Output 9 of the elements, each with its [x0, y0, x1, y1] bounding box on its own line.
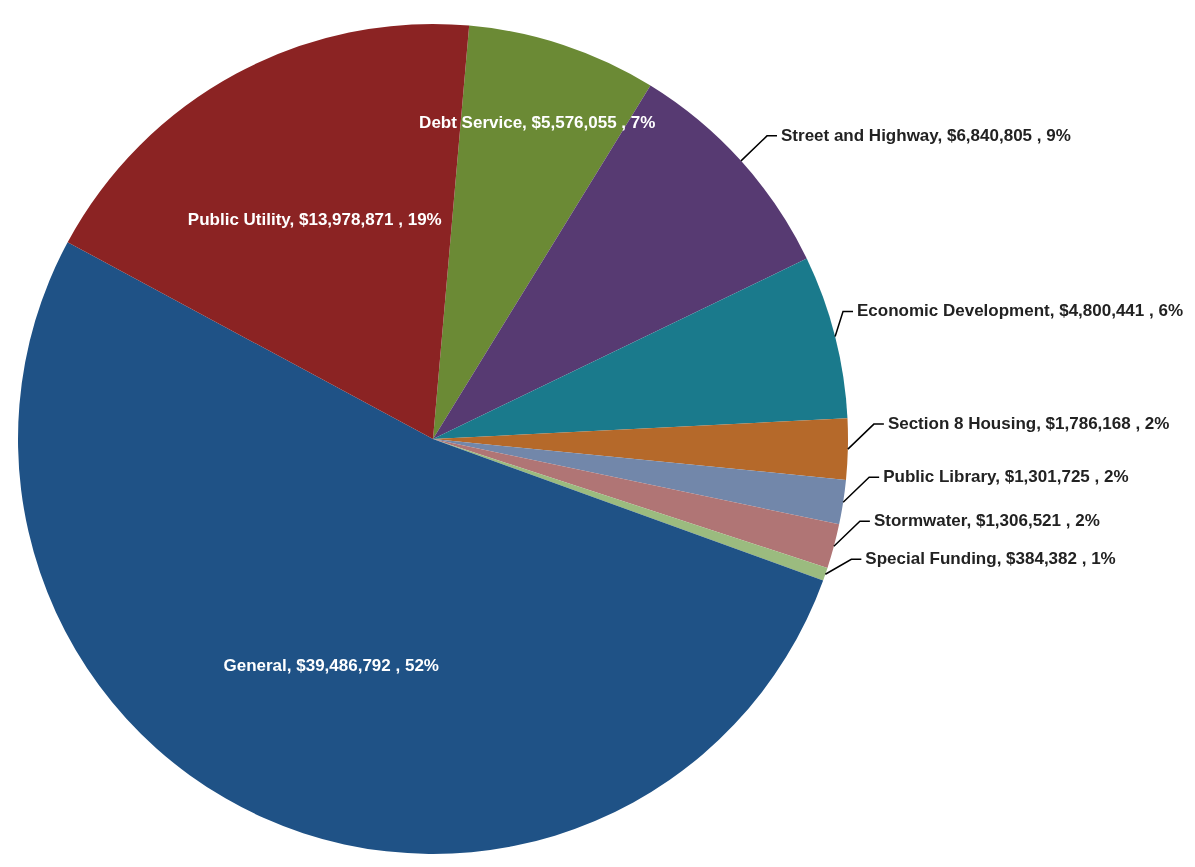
slice-label: General, $39,486,792 , 52% [223, 655, 439, 675]
slice-label: Street and Highway, $6,840,805 , 9% [781, 125, 1071, 145]
slice-label: Section 8 Housing, $1,786,168 , 2% [887, 413, 1170, 433]
slice-label: Public Utility, $13,978,871 , 19% [187, 209, 442, 229]
slice-label: Economic Development, $4,800,441 , 6% [857, 301, 1183, 321]
slice-label: Stormwater, $1,306,521 , 2% [873, 510, 1100, 530]
slice-label: Debt Service, $5,576,055 , 7% [419, 113, 656, 133]
slice-label: Public Library, $1,301,725 , 2% [883, 466, 1129, 486]
slice-label: Special Funding, $384,382 , 1% [865, 548, 1116, 568]
